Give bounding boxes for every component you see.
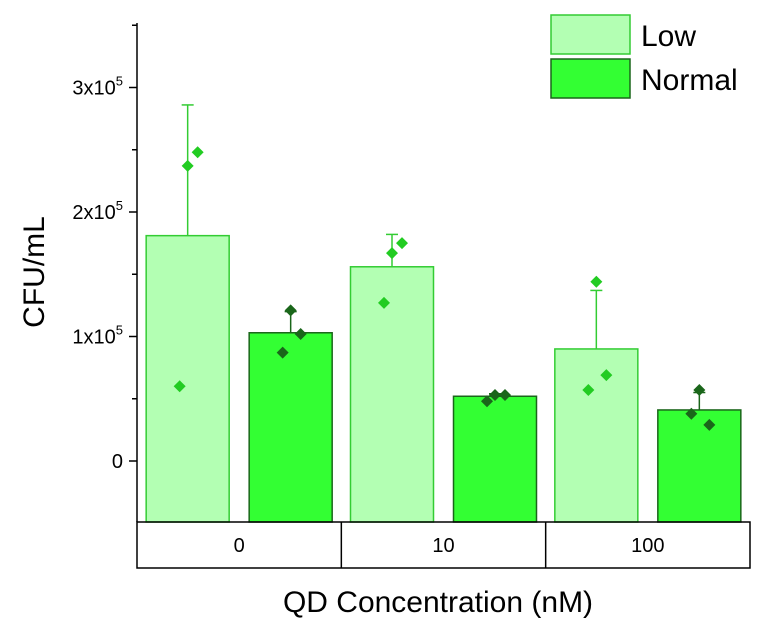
data-point	[582, 384, 595, 397]
data-point	[378, 296, 390, 309]
x-category-label: 10	[432, 535, 454, 557]
legend-label-low: Low	[641, 20, 696, 53]
y-tick-label: 1x105	[72, 323, 123, 349]
bar-normal	[452, 395, 538, 523]
legend-swatch-normal	[550, 58, 631, 99]
data-point	[294, 328, 307, 341]
data-point	[499, 389, 511, 402]
data-point	[173, 380, 186, 393]
data-point	[396, 237, 408, 250]
data-point	[284, 304, 297, 317]
data-point	[590, 275, 603, 288]
legend: Low Normal	[550, 14, 738, 99]
x-category-label: 100	[631, 535, 664, 557]
legend-label-normal: Normal	[641, 64, 738, 97]
data-point	[703, 418, 716, 431]
x-axis: 0 10 100	[136, 521, 751, 569]
data-point	[276, 346, 289, 359]
data-point	[600, 369, 613, 382]
y-tick-label: 0	[112, 451, 123, 473]
legend-swatch-low	[550, 14, 631, 55]
y-axis-title: CFU/mL	[18, 216, 51, 328]
y-tick-label: 3x105	[72, 74, 123, 100]
bar-normal	[248, 332, 333, 523]
bar-low	[145, 234, 230, 523]
data-point	[685, 407, 698, 420]
bar-low	[349, 266, 435, 523]
bars-layer	[145, 234, 742, 523]
data-point	[693, 384, 706, 397]
y-axis: 0 1x105 2x105 3x105	[72, 23, 138, 522]
x-category-band	[136, 521, 751, 569]
bar-normal	[657, 409, 742, 523]
x-category-label: 0	[234, 535, 245, 557]
error-bars-layer	[181, 104, 706, 410]
data-point	[181, 159, 194, 172]
data-point	[191, 146, 204, 159]
data-point	[481, 395, 493, 408]
data-points-layer	[173, 146, 716, 431]
y-tick-label: 2x105	[72, 198, 123, 224]
bar-low	[554, 348, 639, 523]
x-axis-title: QD Concentration (nM)	[283, 586, 593, 619]
data-point	[386, 247, 398, 260]
data-point	[489, 389, 501, 402]
